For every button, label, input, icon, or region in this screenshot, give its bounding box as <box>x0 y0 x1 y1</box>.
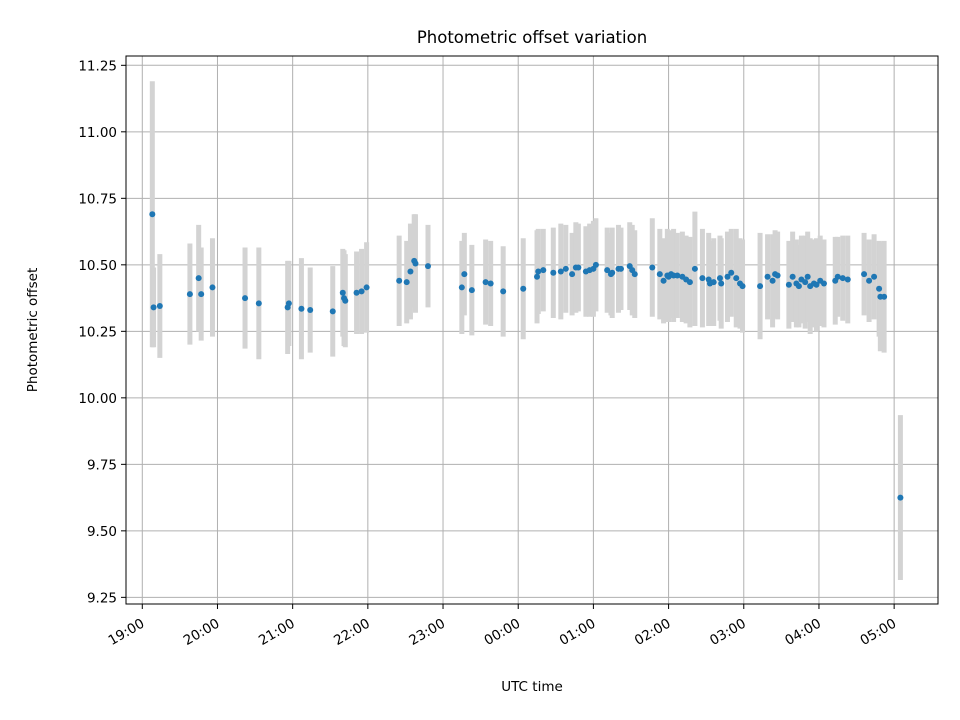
data-point <box>424 263 431 270</box>
data-point <box>844 276 851 283</box>
data-point <box>881 293 888 300</box>
x-axis-label: UTC time <box>501 679 563 695</box>
data-point <box>871 273 878 280</box>
data-point <box>186 291 193 298</box>
data-point <box>550 269 557 276</box>
y-tick-label: 10.25 <box>78 324 117 340</box>
data-point <box>656 271 663 278</box>
data-point <box>307 307 314 314</box>
data-point <box>468 287 475 294</box>
data-point <box>149 211 156 218</box>
data-point <box>617 265 624 272</box>
data-point <box>363 284 370 291</box>
data-point <box>795 283 802 290</box>
data-points <box>149 211 904 501</box>
data-point <box>739 283 746 290</box>
data-point <box>728 269 735 276</box>
data-point <box>339 289 346 296</box>
data-point <box>487 280 494 287</box>
data-point <box>557 268 564 275</box>
data-point <box>353 289 360 296</box>
data-point <box>562 265 569 272</box>
data-point <box>403 279 410 286</box>
data-point <box>298 305 305 312</box>
data-point <box>839 275 846 282</box>
data-point <box>691 265 698 272</box>
data-point <box>195 275 202 282</box>
data-point <box>407 268 414 275</box>
data-point <box>699 275 706 282</box>
y-tick-label: 9.75 <box>87 457 117 473</box>
data-point <box>716 275 723 282</box>
data-point <box>458 284 465 291</box>
data-point <box>660 277 667 284</box>
data-point <box>329 308 336 315</box>
data-point <box>520 285 527 292</box>
y-tick-label: 10.00 <box>78 391 117 407</box>
y-tick-label: 9.50 <box>87 524 117 540</box>
data-point <box>358 288 365 295</box>
data-point <box>569 271 576 278</box>
data-point <box>897 494 904 501</box>
data-point <box>412 260 419 267</box>
data-point <box>820 280 827 287</box>
data-point <box>769 277 776 284</box>
data-point <box>804 273 811 280</box>
data-point <box>609 269 616 276</box>
y-axis-ticks: 9.25 9.50 9.75 10.00 10.25 10.50 10.75 11.00 11.… <box>78 58 126 606</box>
data-point <box>534 273 541 280</box>
y-axis-label: Photometric offset <box>25 268 41 392</box>
data-point <box>724 273 731 280</box>
data-point <box>592 261 599 268</box>
data-point <box>686 279 693 286</box>
data-point <box>757 283 764 290</box>
data-point <box>802 279 809 286</box>
data-point <box>876 285 883 292</box>
data-point <box>156 303 163 310</box>
data-point <box>342 297 349 304</box>
data-point <box>396 277 403 284</box>
data-point <box>649 264 656 271</box>
y-tick-label: 9.25 <box>87 590 117 606</box>
data-point <box>674 272 681 279</box>
data-point <box>461 271 468 278</box>
data-point <box>255 300 262 307</box>
data-point <box>718 280 725 287</box>
data-point <box>482 279 489 286</box>
y-tick-label: 10.50 <box>78 258 117 274</box>
data-point <box>774 272 781 279</box>
y-tick-label: 10.75 <box>78 191 117 207</box>
data-point <box>150 304 157 311</box>
data-point <box>834 273 841 280</box>
data-point <box>813 281 820 288</box>
data-point <box>733 275 740 282</box>
data-point <box>789 273 796 280</box>
data-point <box>861 271 868 278</box>
data-point <box>710 279 717 286</box>
y-tick-label: 11.00 <box>78 125 117 141</box>
plot-frame <box>125 55 939 605</box>
data-point <box>764 273 771 280</box>
data-point <box>242 295 249 302</box>
data-point <box>285 300 292 307</box>
data-point <box>535 268 542 275</box>
data-point <box>575 264 582 271</box>
data-point <box>604 267 611 274</box>
data-point <box>209 284 216 291</box>
data-point <box>866 277 873 284</box>
data-point <box>500 288 507 295</box>
data-point <box>540 267 547 274</box>
y-tick-label: 11.25 <box>78 58 117 74</box>
data-point <box>631 271 638 278</box>
chart-title: Photometric offset variation <box>417 28 647 47</box>
data-point <box>785 281 792 288</box>
data-point <box>198 291 205 298</box>
